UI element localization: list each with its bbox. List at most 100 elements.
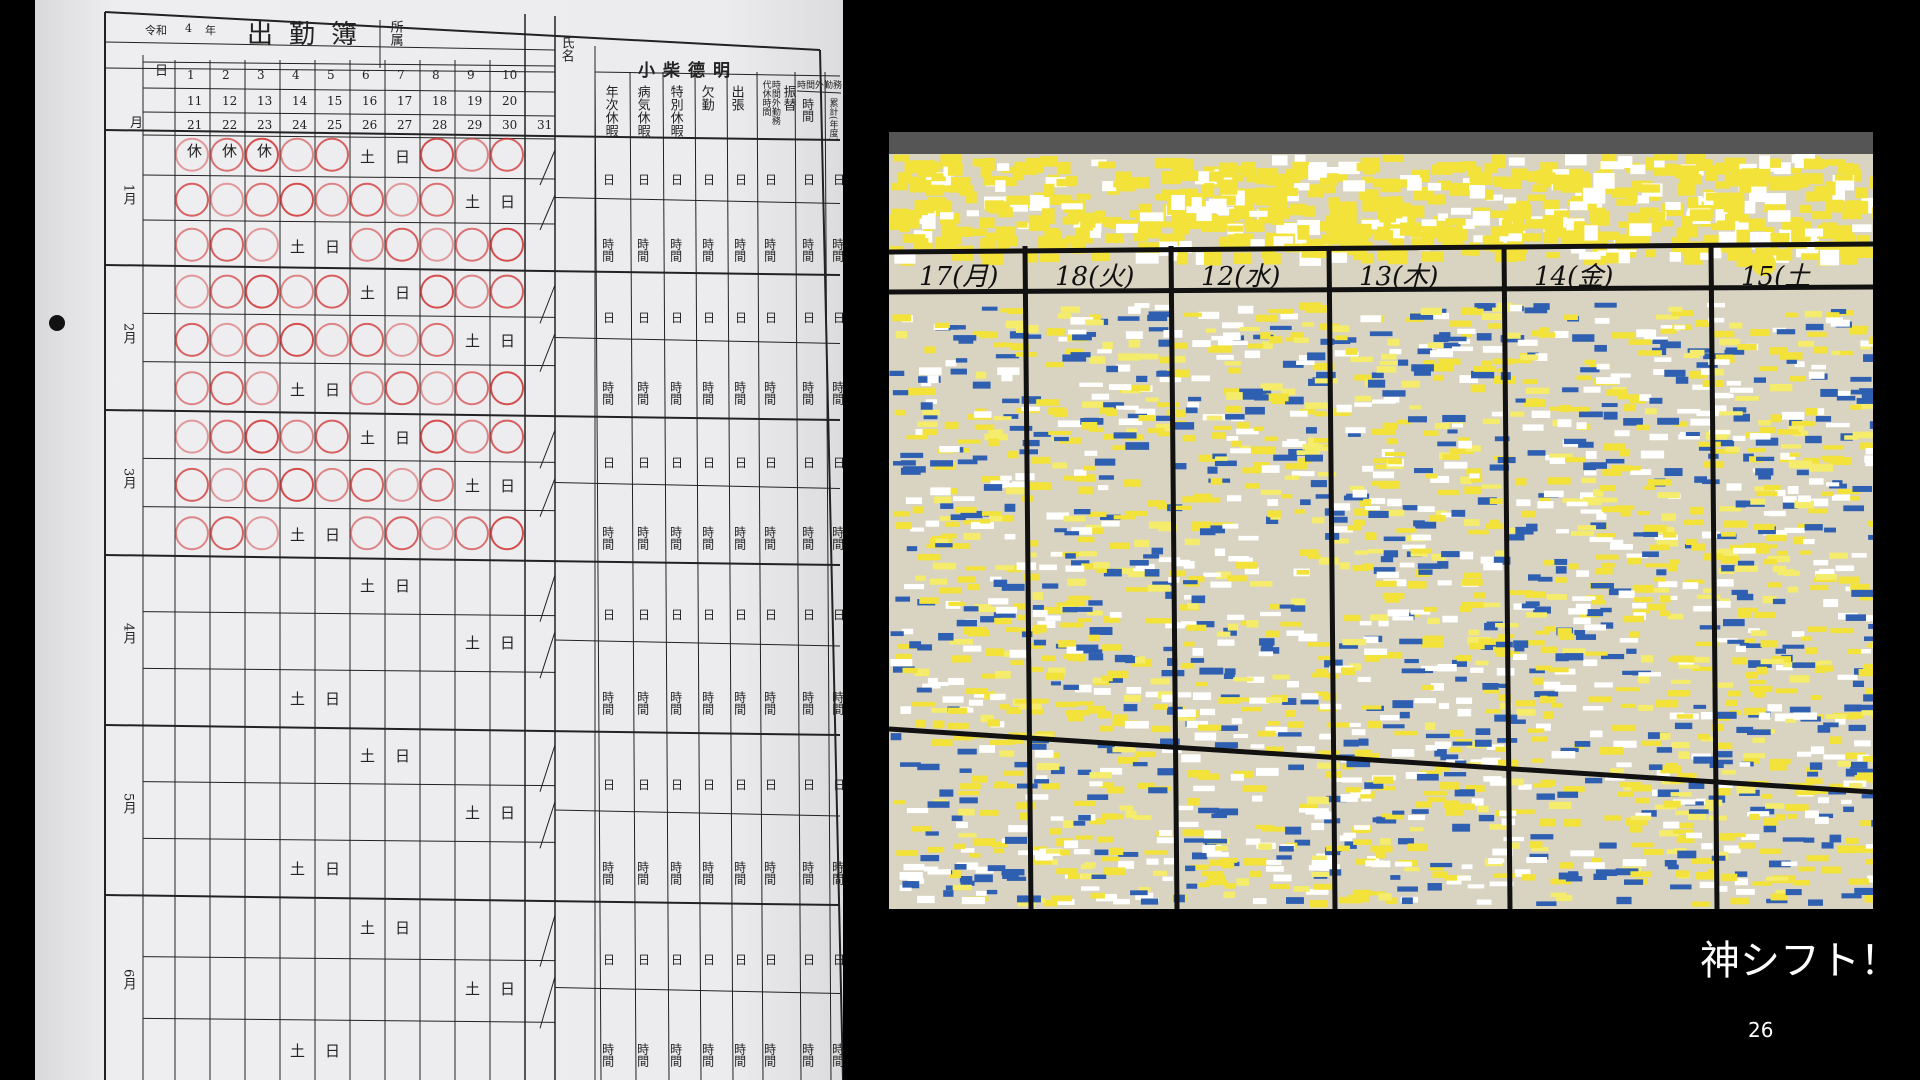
sticky-note [1054, 528, 1067, 533]
sticky-note [1731, 589, 1748, 595]
sticky-note [1678, 751, 1690, 760]
sticky-note [1784, 527, 1805, 533]
sticky-note [1527, 450, 1546, 456]
sticky-note [1620, 509, 1631, 517]
sunday-mark: 日 [500, 477, 516, 496]
sticky-note [1319, 173, 1338, 186]
sticky-note [925, 520, 940, 527]
sticky-note [1590, 583, 1614, 589]
sticky-note [1245, 406, 1265, 415]
unit-hours: 時間 [700, 238, 715, 262]
sticky-note [1584, 624, 1607, 631]
sticky-note [1675, 376, 1689, 384]
sticky-note [1411, 534, 1431, 541]
sticky-note [1121, 389, 1141, 394]
sticky-note [1815, 574, 1837, 580]
day-number: 30 [502, 118, 518, 132]
sticky-note [1691, 666, 1714, 672]
sticky-note [1161, 233, 1185, 241]
sticky-note [1060, 622, 1084, 628]
sticky-note [1362, 176, 1374, 184]
sticky-note [1579, 492, 1596, 500]
sticky-note [1089, 314, 1101, 321]
sticky-note [1422, 359, 1435, 368]
seal-stamp [455, 516, 489, 551]
grid-line [539, 801, 556, 849]
sticky-note [1117, 851, 1139, 857]
sticky-note [1057, 313, 1072, 319]
sticky-note [1672, 822, 1694, 829]
sticky-note [1639, 394, 1652, 401]
sticky-note [1630, 469, 1652, 475]
sticky-note [1551, 703, 1563, 708]
grid-line [142, 457, 556, 463]
sticky-note [1597, 231, 1619, 240]
seal-stamp [385, 516, 419, 551]
sticky-note [1437, 663, 1457, 672]
sticky-note [988, 515, 1006, 522]
sticky-note [975, 866, 994, 874]
sticky-note [1503, 836, 1525, 842]
sticky-note [906, 807, 929, 814]
sticky-note [891, 208, 909, 216]
sticky-note [1028, 643, 1045, 649]
sticky-note [1206, 852, 1229, 857]
sticky-note [1424, 722, 1436, 730]
sticky-note [1115, 223, 1138, 234]
sticky-note [908, 209, 928, 219]
grid-line [539, 478, 556, 517]
sticky-note [990, 576, 1002, 582]
sticky-note [1594, 317, 1610, 324]
sticky-note [1260, 331, 1271, 340]
sticky-note [1441, 551, 1460, 558]
sticky-note [1143, 554, 1160, 559]
sticky-note [943, 229, 962, 245]
seal-stamp [280, 322, 314, 357]
sticky-note [988, 598, 1009, 605]
sticky-note [1868, 534, 1873, 540]
sticky-note [1244, 483, 1260, 489]
sticky-note [943, 890, 954, 897]
seal-stamp [350, 227, 384, 262]
name-label: 氏名 [558, 36, 574, 62]
sticky-note [1318, 557, 1339, 565]
sticky-note [1862, 756, 1873, 762]
sticky-note [925, 184, 944, 196]
sticky-note [1459, 606, 1472, 613]
sticky-note [1555, 529, 1569, 534]
sticky-note [1631, 184, 1644, 192]
sticky-note [920, 855, 940, 862]
sticky-note [893, 511, 910, 517]
sticky-note [1265, 726, 1288, 734]
sunday-mark: 日 [500, 803, 516, 822]
sticky-note [1769, 758, 1791, 765]
sticky-note [1616, 198, 1637, 206]
sticky-note [1471, 370, 1495, 379]
sticky-note [1821, 866, 1841, 874]
sticky-note [1458, 437, 1470, 444]
sticky-note [1333, 538, 1349, 544]
sticky-note [893, 461, 904, 466]
day-header: 15(土 [1741, 262, 1811, 292]
sticky-note [1682, 582, 1699, 590]
sticky-note [1546, 594, 1567, 600]
sticky-note [1416, 773, 1439, 781]
sticky-note [895, 596, 911, 602]
sticky-note [1615, 868, 1639, 876]
sticky-note [1154, 193, 1176, 201]
sticky-note [1635, 797, 1650, 804]
sticky-note [1267, 499, 1279, 506]
sticky-note [1147, 500, 1166, 507]
unit-hours: 時間 [762, 526, 777, 550]
sticky-note [1025, 794, 1049, 800]
sticky-note [1301, 693, 1319, 700]
sticky-note [1348, 430, 1361, 437]
binder-hole [49, 315, 65, 331]
sticky-note [1328, 197, 1340, 209]
sticky-note [1050, 816, 1064, 821]
unit-hours: 時間 [762, 238, 777, 262]
sticky-note [1707, 868, 1718, 874]
sticky-note [1555, 653, 1569, 662]
sticky-note [1522, 424, 1544, 431]
sticky-note [1486, 194, 1503, 201]
